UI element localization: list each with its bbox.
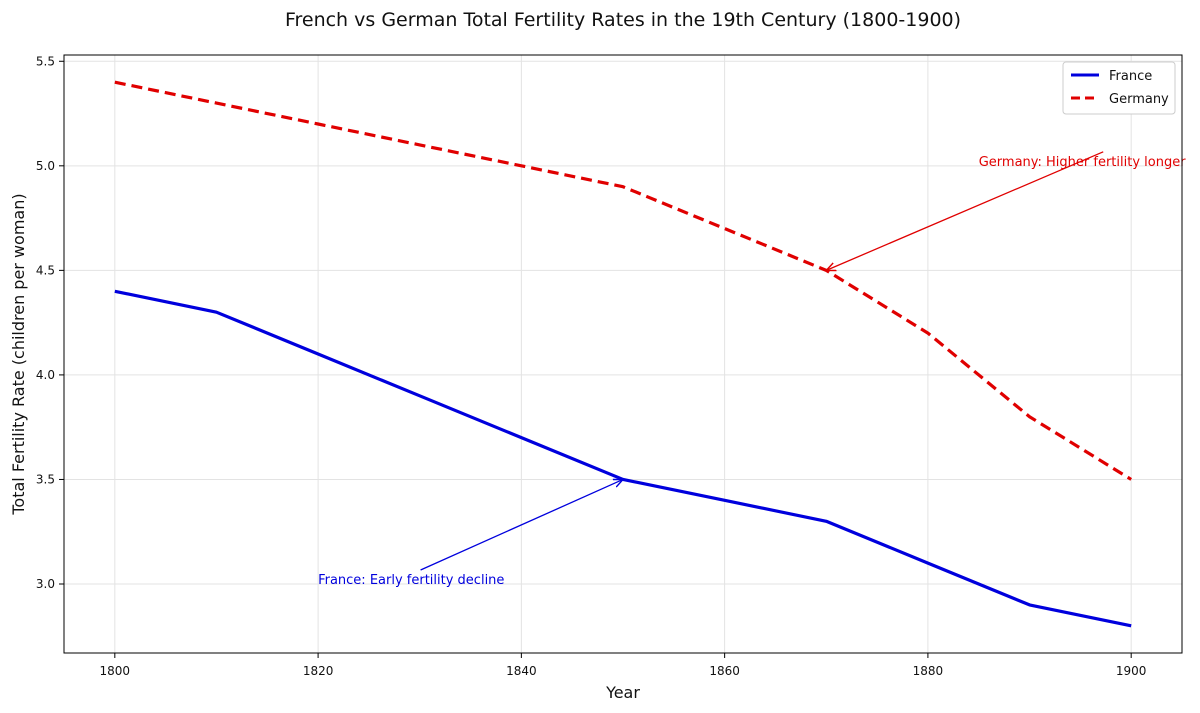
plot-frame bbox=[63, 54, 1183, 654]
annotation-layer: Germany: Higher fertility longer France: … bbox=[318, 151, 1187, 588]
y-tick-label-4: 4.0 bbox=[36, 368, 55, 382]
series-line-germany bbox=[114, 80, 1133, 481]
y-tick-label-5: 5.0 bbox=[36, 159, 55, 173]
x-tick-label-1840: 1840 bbox=[506, 664, 537, 678]
x-tick-label-1820: 1820 bbox=[303, 664, 334, 678]
y-tick-label-5.5: 5.5 bbox=[36, 54, 55, 68]
annotation-arrow-1 bbox=[826, 151, 1104, 271]
x-tick-label-1800: 1800 bbox=[100, 664, 131, 678]
y-tick-label-3: 3.0 bbox=[36, 577, 55, 591]
annotation-text-2: France: Early fertility decline bbox=[318, 573, 504, 588]
y-tick-label-3.5: 3.5 bbox=[36, 472, 55, 486]
y-axis-label: Total Fertility Rate (children per woman… bbox=[9, 193, 28, 515]
x-tick-label-1900: 1900 bbox=[1116, 664, 1147, 678]
x-axis-label: Year bbox=[605, 683, 640, 702]
annotation-text-1: Germany: Higher fertility longer bbox=[979, 155, 1187, 170]
series-line-france bbox=[114, 289, 1132, 628]
legend-label-germany: Germany bbox=[1109, 92, 1169, 107]
legend-label-france: France bbox=[1109, 69, 1152, 84]
x-tick-label-1860: 1860 bbox=[709, 664, 740, 678]
x-tick-label-1880: 1880 bbox=[913, 664, 944, 678]
x-axis-ticks: 1800 1820 1840 1860 1880 1900 bbox=[100, 653, 1147, 678]
annotation-arrow-2 bbox=[420, 479, 623, 571]
legend: France Germany bbox=[1062, 61, 1176, 115]
y-axis-ticks: 3.0 3.5 4.0 4.5 5.0 5.5 bbox=[36, 54, 64, 591]
chart-title: French vs German Total Fertility Rates i… bbox=[285, 9, 961, 31]
grid-lines bbox=[64, 55, 1182, 653]
y-tick-label-4.5: 4.5 bbox=[36, 263, 55, 277]
